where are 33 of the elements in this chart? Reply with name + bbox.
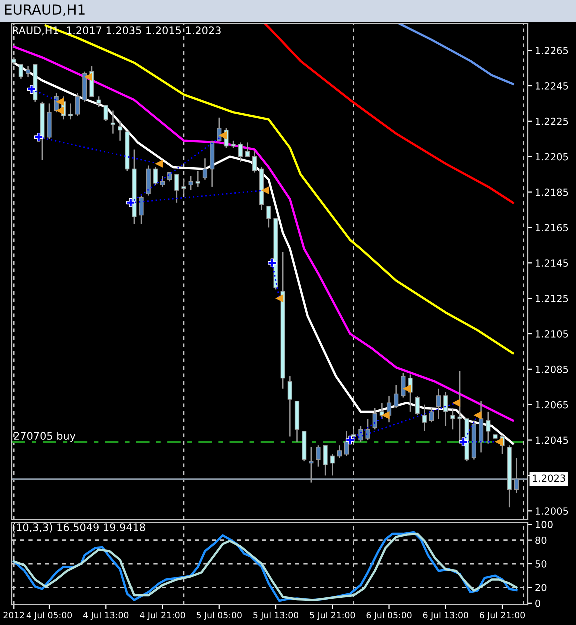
annotation: RAUD,H1 1.2017 1.2035 1.2015 1.2023 — [13, 26, 221, 36]
chart-title: EURAUD,H1 — [5, 4, 85, 16]
x-tick-label: 6 Jul 05:00 — [366, 612, 412, 620]
ref-line-label: 1.2023 — [533, 474, 566, 482]
x-tick-label: 4 Jul 21:00 — [140, 612, 186, 620]
y-tick-label: 1.2225 — [536, 118, 568, 126]
y-tick-label: 1.2005 — [536, 508, 568, 515]
x-tick-label: 4 Jul 13:00 — [83, 612, 129, 620]
y-tick-label: 0 — [536, 600, 540, 608]
y-tick-label: 1.2105 — [536, 330, 568, 338]
x-tick-label: 4 Jul 05:00 — [26, 612, 72, 620]
y-tick-label: 1.2185 — [536, 188, 568, 196]
x-tick-label: 5 Jul 05:00 — [196, 612, 242, 620]
y-tick-label: 1.2165 — [536, 224, 568, 232]
ref-line-label: 270705 buy — [14, 432, 76, 442]
y-tick-label: 1.2145 — [536, 260, 568, 267]
y-tick-label: 1.2205 — [536, 153, 568, 161]
x-tick-label: 6 Jul 21:00 — [480, 612, 526, 620]
y-tick-label: 1.2265 — [536, 47, 568, 54]
x-tick-label: 2012 — [4, 612, 24, 619]
annotation: (10,3,3) 16.5049 19.9418 — [12, 523, 146, 533]
x-tick-label: 5 Jul 13:00 — [254, 612, 299, 620]
y-tick-label: 1.2245 — [536, 82, 568, 90]
x-tick-label: 5 Jul 21:00 — [310, 612, 356, 620]
y-tick-label: 20 — [536, 584, 547, 592]
x-tick-label: 6 Jul 13:00 — [423, 612, 468, 620]
y-tick-label: 1.2125 — [536, 295, 568, 302]
y-tick-label: 50 — [536, 560, 547, 568]
y-tick-label: 1.2065 — [536, 401, 568, 409]
y-tick-label: 80 — [536, 536, 547, 544]
y-tick-label: 1.2085 — [536, 366, 568, 374]
y-tick-label: 100 — [536, 521, 553, 528]
y-tick-label: 1.2045 — [536, 436, 568, 444]
